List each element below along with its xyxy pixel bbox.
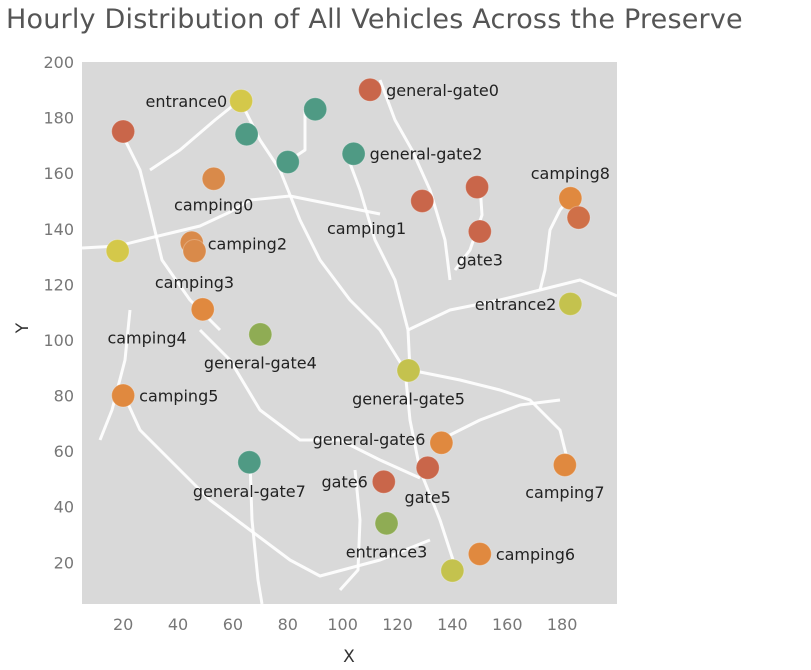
- y-tick-label: 100: [43, 331, 74, 350]
- point-label: camping2: [208, 235, 287, 254]
- road-line: [343, 149, 412, 371]
- data-point: [371, 469, 396, 494]
- road-line: [409, 368, 570, 463]
- data-point: [234, 122, 259, 147]
- data-point: [396, 358, 421, 383]
- point-label: camping6: [496, 545, 575, 564]
- road-line: [81, 194, 381, 250]
- data-point: [229, 88, 254, 113]
- road-line: [439, 398, 561, 442]
- data-point: [111, 119, 136, 144]
- data-point: [358, 77, 383, 102]
- point-label: general-gate6: [313, 430, 426, 449]
- x-axis-title: X: [343, 647, 355, 667]
- y-tick-label: 20: [54, 553, 74, 572]
- point-label: camping5: [139, 387, 218, 406]
- point-label: gate6: [322, 473, 368, 492]
- x-tick-label: 40: [168, 615, 188, 634]
- data-point: [105, 239, 130, 264]
- road-line: [98, 309, 132, 441]
- x-tick-label: 140: [437, 615, 468, 634]
- point-label: general-gate2: [370, 145, 483, 164]
- data-point: [558, 291, 583, 316]
- x-tick-label: 160: [492, 615, 523, 634]
- x-tick-label: 100: [327, 615, 358, 634]
- data-point: [552, 453, 577, 478]
- data-point: [566, 205, 591, 230]
- y-tick-label: 140: [43, 220, 74, 239]
- point-label: camping0: [174, 196, 253, 215]
- y-tick-label: 120: [43, 275, 74, 294]
- road-line: [407, 278, 618, 332]
- point-label: camping1: [327, 219, 406, 238]
- data-point: [467, 219, 492, 244]
- x-tick-label: 80: [278, 615, 298, 634]
- data-point: [201, 166, 226, 191]
- point-label: camping7: [525, 483, 604, 502]
- x-tick-label: 180: [547, 615, 578, 634]
- road-line: [149, 98, 241, 172]
- axis-ticks: 20 40 60 80 100 120 140 160 180 20 40 60 80 100 120 140…: [43, 53, 577, 634]
- point-label: camping3: [155, 273, 234, 292]
- data-point: [237, 450, 262, 475]
- y-tick-label: 180: [43, 109, 74, 128]
- y-tick-label: 80: [54, 387, 74, 406]
- data-point: [341, 141, 366, 166]
- data-point: [248, 322, 273, 347]
- data-point: [111, 383, 136, 408]
- point-label: entrance0: [146, 92, 228, 111]
- data-point: [465, 175, 490, 200]
- point-label: entrance3: [346, 542, 428, 561]
- chart-title: Hourly Distribution of All Vehicles Acro…: [6, 4, 743, 35]
- point-label: general-gate4: [204, 353, 317, 372]
- point-label: gate3: [457, 251, 503, 270]
- data-point: [374, 511, 399, 536]
- point-label: entrance2: [475, 295, 557, 314]
- data-point: [429, 430, 454, 455]
- points-layer: entrance0 general-gate0 general-gate2 campi…: [105, 77, 610, 583]
- point-label: general-gate7: [193, 482, 306, 501]
- x-tick-label: 120: [382, 615, 413, 634]
- road-line: [122, 394, 431, 578]
- data-point: [275, 150, 300, 175]
- data-point: [410, 188, 435, 213]
- data-point: [467, 541, 492, 566]
- y-tick-label: 160: [43, 164, 74, 183]
- x-tick-label: 60: [223, 615, 243, 634]
- point-label: camping8: [531, 164, 610, 183]
- point-label: general-gate0: [386, 81, 499, 100]
- y-tick-label: 40: [54, 498, 74, 517]
- y-tick-label: 60: [54, 442, 74, 461]
- data-point: [182, 239, 207, 264]
- road-line: [198, 328, 421, 480]
- road-line: [338, 469, 362, 592]
- point-label: gate5: [405, 488, 451, 507]
- data-point: [303, 97, 328, 122]
- road-line: [378, 79, 452, 281]
- y-axis-title: Y: [13, 322, 33, 334]
- data-point: [440, 558, 465, 583]
- road-line: [248, 459, 264, 605]
- point-label: camping4: [107, 328, 186, 347]
- x-tick-label: 20: [113, 615, 133, 634]
- data-point: [190, 297, 215, 322]
- data-point: [415, 455, 440, 480]
- y-tick-label: 200: [43, 53, 74, 72]
- point-label: general-gate5: [352, 390, 465, 409]
